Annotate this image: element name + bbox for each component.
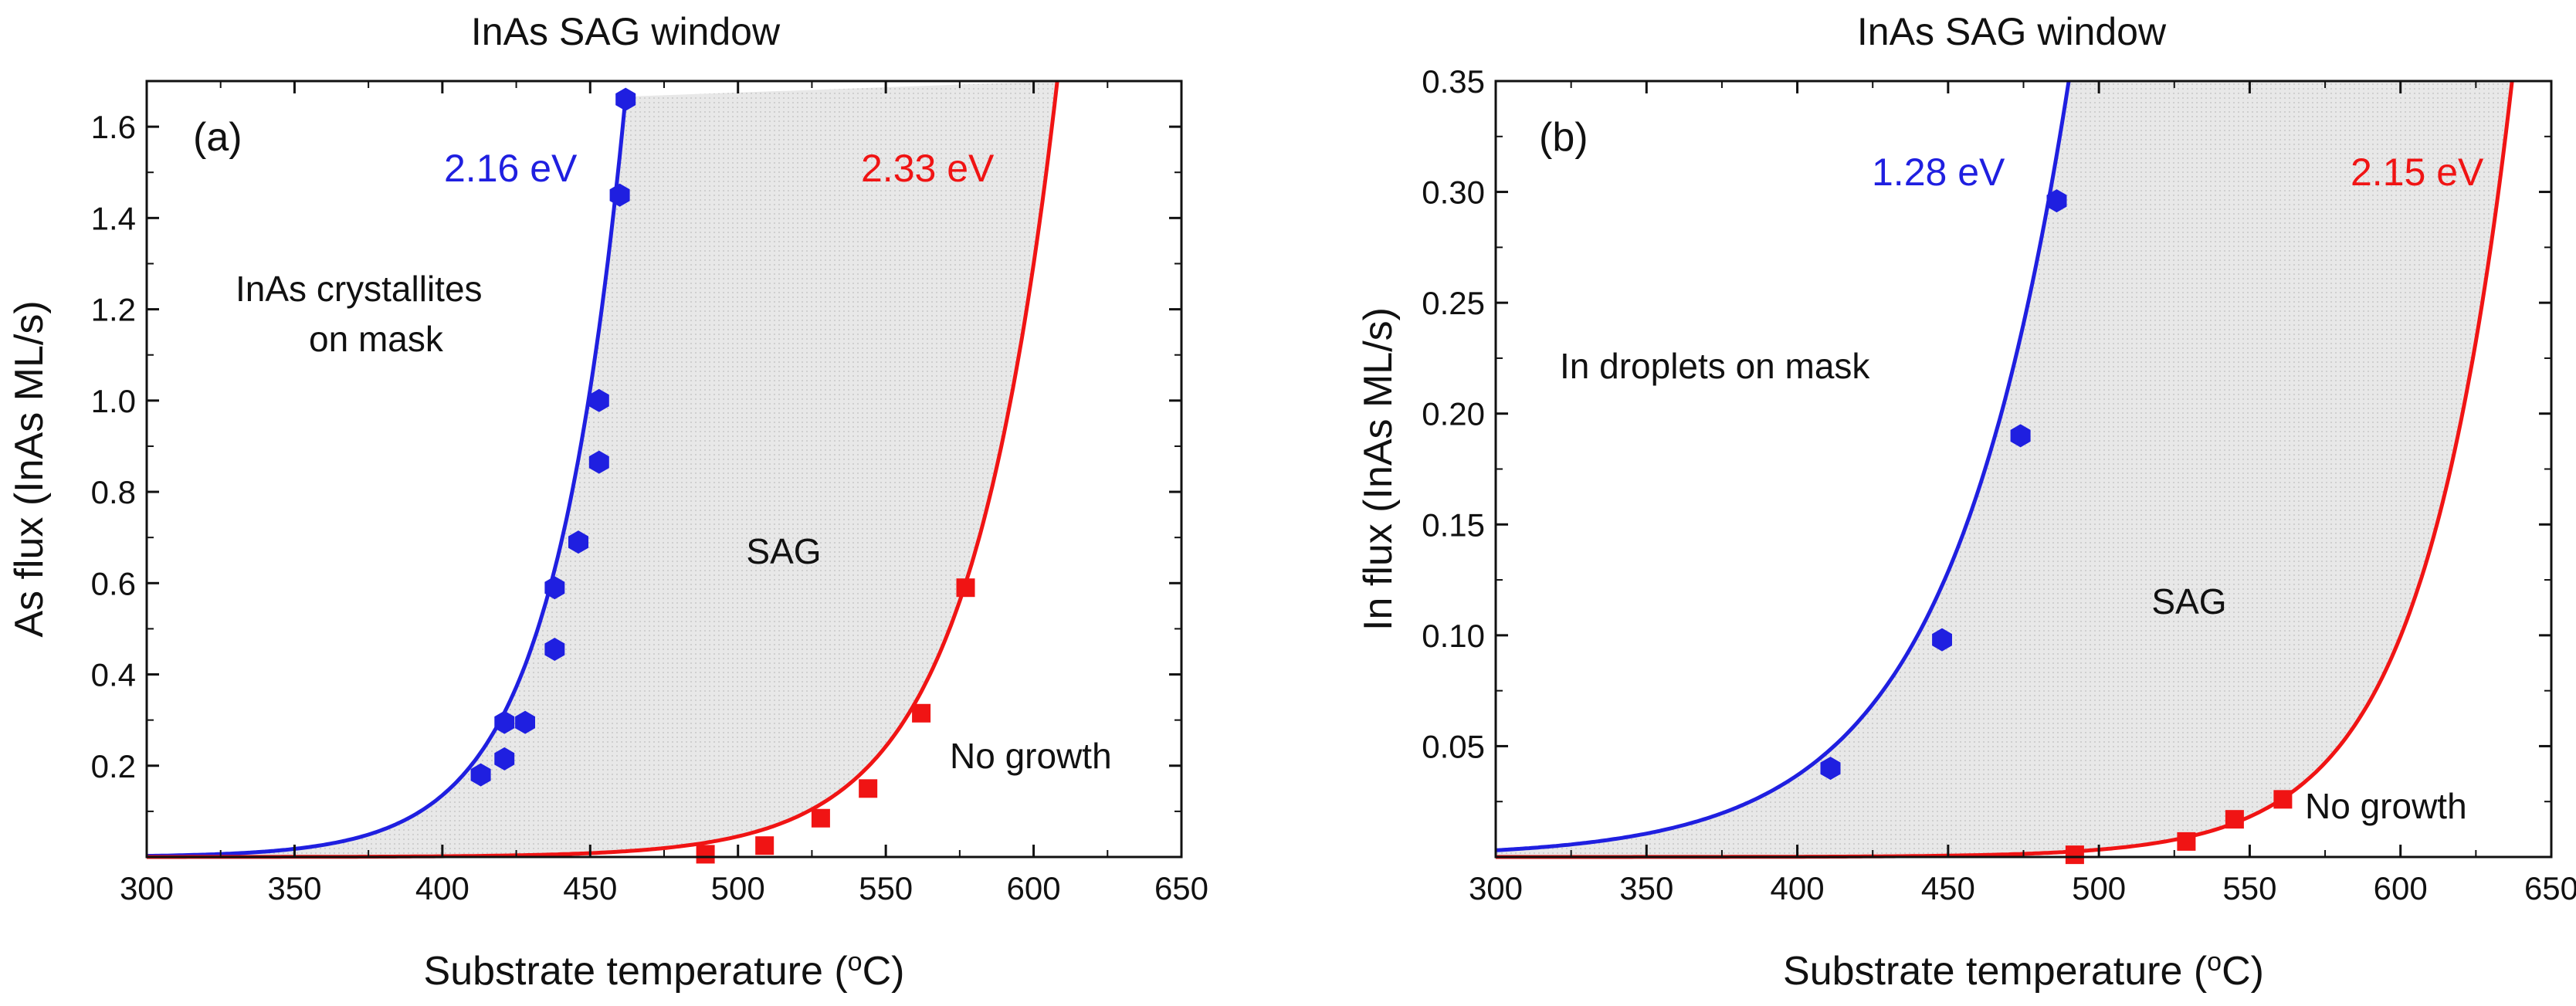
no-growth-label: No growth (2305, 786, 2467, 826)
x-tick-label: 650 (2524, 870, 2576, 906)
x-tick-label: 350 (267, 870, 321, 906)
blue-fit-curve (1495, 80, 2071, 852)
data-point (494, 747, 515, 771)
data-point (609, 183, 630, 207)
data-point (544, 638, 565, 661)
y-tick-label: 1.4 (91, 200, 136, 236)
panel-label: (b) (1539, 115, 1588, 160)
x-tick-label: 350 (1619, 870, 1673, 906)
panel-a: 300 350 400 450 500 550 600 650 0.2 0.4 0.6 0.8 1.0 1… (7, 10, 1208, 994)
data-point (755, 836, 774, 855)
y-tick-label: 0.2 (91, 748, 136, 784)
x-tick-label: 450 (1921, 870, 1975, 906)
blue-fit-curve (146, 96, 628, 859)
data-point (2273, 790, 2293, 809)
data-point (494, 710, 515, 734)
x-tick-label: 300 (1469, 870, 1523, 906)
left-region-line-1: InAs crystallites (236, 269, 483, 309)
data-point (515, 710, 535, 734)
sag-region-label: SAG (746, 531, 821, 571)
data-point (1932, 628, 1952, 652)
data-point (2010, 424, 2031, 448)
no-growth-label: No growth (950, 736, 1112, 776)
x-tick-label: 600 (1007, 870, 1061, 906)
red-energy-label: 2.33 eV (861, 147, 995, 190)
x-tick-label: 600 (2374, 870, 2428, 906)
x-tick-label: 550 (2222, 870, 2276, 906)
data-point (912, 703, 931, 723)
x-tick-label: 650 (1154, 870, 1208, 906)
x-tick-label: 300 (120, 870, 174, 906)
blue-energy-label: 2.16 eV (444, 147, 578, 190)
y-tick-label: 1.0 (91, 383, 136, 419)
x-axis-label: Substrate temperature (oC) (424, 947, 905, 994)
data-point (2065, 845, 2084, 865)
left-region-line-2: on mask (309, 319, 444, 359)
y-tick-label: 0.8 (91, 474, 136, 510)
y-tick-label: 0.05 (1422, 728, 1485, 764)
data-point (470, 763, 491, 787)
sag-region-label: SAG (2151, 581, 2226, 622)
y-tick-label: 0.10 (1422, 618, 1485, 654)
y-tick-label: 0.4 (91, 657, 136, 693)
y-tick-label: 0.20 (1422, 396, 1485, 432)
data-point (2177, 832, 2196, 851)
left-region-line-1: In droplets on mask (1560, 346, 1870, 386)
y-tick-label: 0.35 (1422, 63, 1485, 100)
data-point (588, 388, 609, 412)
blue-energy-label: 1.28 eV (1872, 151, 2005, 194)
x-axis-label: Substrate temperature (oC) (1783, 947, 2264, 994)
data-point (696, 845, 715, 864)
data-point (956, 578, 975, 598)
plot-frame (1494, 80, 2553, 859)
data-point (2225, 810, 2244, 829)
x-tick-label: 500 (2072, 870, 2126, 906)
y-axis-label: In flux (InAs ML/s) (1356, 307, 1401, 631)
data-point (811, 808, 830, 828)
panel-b: 300 350 400 450 500 550 600 650 0.05 0.10 0.15 0.20… (1356, 10, 2576, 994)
x-tick-label: 450 (563, 870, 617, 906)
x-tick-label: 500 (711, 870, 765, 906)
chart-title: InAs SAG window (1857, 10, 2167, 53)
y-tick-label: 1.2 (91, 292, 136, 328)
data-point (588, 450, 609, 474)
data-point (2046, 189, 2067, 213)
y-tick-label: 0.30 (1422, 174, 1485, 211)
y-axis-label: As flux (InAs ML/s) (7, 300, 52, 637)
data-point (544, 576, 565, 600)
y-tick-label: 0.15 (1422, 506, 1485, 543)
x-tick-label: 400 (1771, 870, 1825, 906)
sag-window-area (1496, 81, 2513, 857)
y-tick-label: 0.25 (1422, 285, 1485, 321)
data-point (568, 530, 588, 554)
x-tick-label: 550 (859, 870, 913, 906)
chart-title: InAs SAG window (471, 10, 781, 53)
red-energy-label: 2.15 eV (2351, 151, 2484, 194)
y-tick-label: 1.6 (91, 109, 136, 145)
data-point (615, 87, 636, 111)
x-tick-label: 400 (415, 870, 469, 906)
data-point (1820, 757, 1841, 781)
data-point (859, 779, 878, 798)
y-tick-label: 0.6 (91, 565, 136, 601)
panel-label: (a) (193, 115, 242, 160)
plot-frame (145, 80, 1183, 859)
